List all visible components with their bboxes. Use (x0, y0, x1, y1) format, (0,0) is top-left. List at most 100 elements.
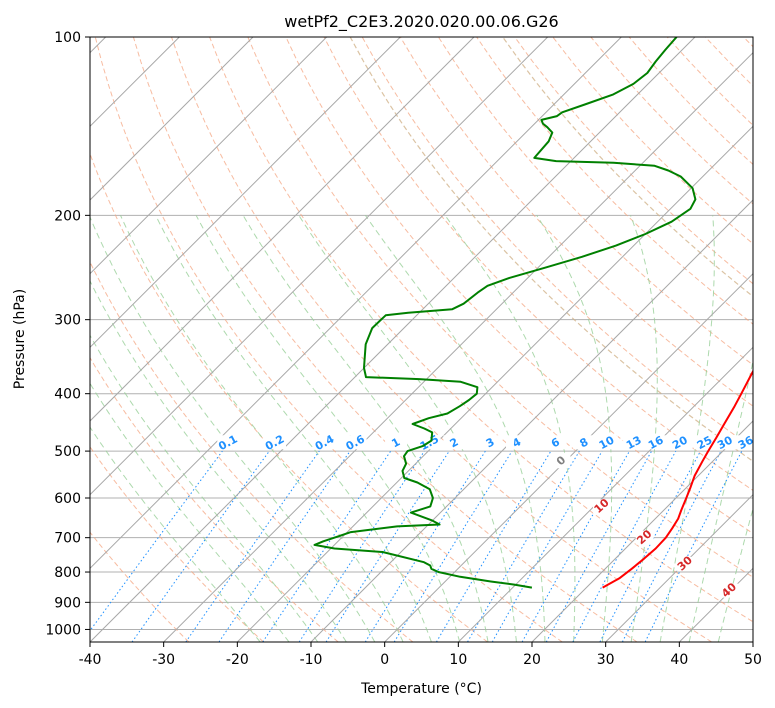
moist-adiabat (90, 215, 376, 642)
dry-adiabat (666, 37, 753, 126)
isotherms (90, 37, 753, 642)
dry-adiabat (743, 37, 753, 48)
mix-label-bg (544, 435, 567, 450)
x-tick-label: 30 (597, 652, 615, 668)
dry-adiabats (90, 37, 753, 642)
dry-adiabat (132, 37, 638, 642)
dewpoint-profile (313, 37, 697, 589)
moist-adiabat (536, 215, 613, 642)
isotherm-line (90, 37, 328, 275)
dry-adiabat-label: -40 (0, 299, 10, 312)
dry-adiabat (90, 446, 264, 642)
moist-adiabat (120, 215, 404, 642)
dry-adiabat-label: -100 (0, 55, 14, 68)
mixing-ratio-line (621, 450, 722, 642)
plot-area: 0.10.20.40.611.52346810131620253036-100-… (0, 37, 756, 642)
y-tick-label: 700 (54, 531, 81, 547)
y-tick-label: 100 (54, 30, 81, 46)
x-tick-label: 50 (744, 652, 762, 668)
dry-adiabat (90, 152, 488, 642)
moist-label-bg (552, 454, 571, 469)
moist-adiabat (349, 37, 753, 462)
mix-label-bg (479, 435, 502, 450)
gridlines (90, 37, 753, 630)
moist-adiabat (364, 215, 546, 642)
line-labels: 0.10.20.40.611.52346810131620253036-100-… (0, 55, 756, 600)
x-tick-label: -40 (79, 652, 102, 668)
mixing-ratio-line (185, 450, 320, 642)
mixing-ratio-label: 20 (670, 433, 690, 452)
isotherm-line (90, 37, 622, 570)
mixing-ratio-line (90, 450, 223, 632)
isotherm-line (90, 37, 475, 422)
mixing-ratio-line (572, 450, 677, 642)
dry-adiabat (590, 37, 753, 205)
adiabat-label-bg (0, 257, 24, 271)
mix-label-bg (506, 435, 529, 450)
y-axis-label: Pressure (hPa) (12, 289, 28, 389)
moist-adiabat (630, 215, 658, 642)
mixing-ratio-label: 10 (597, 433, 617, 452)
x-tick-label: 40 (670, 652, 688, 668)
dry-adiabat-label: -80 (0, 134, 10, 147)
mixing-ratio-label: 13 (624, 433, 644, 452)
adiabat-label-bg (0, 175, 24, 189)
dry-adiabat-label: -30 (0, 341, 10, 354)
mixing-ratio-line (218, 450, 351, 642)
mix-label-bg (669, 435, 692, 450)
isotherm-line (531, 420, 753, 642)
dry-adiabat (90, 260, 414, 642)
isotherm-line (90, 37, 696, 642)
dry-adiabat (437, 37, 753, 366)
mixing-ratio-label: 30 (715, 433, 735, 452)
isotherm-line (605, 493, 753, 642)
moist-adiabat (195, 215, 461, 642)
dry-adiabat-label: -10 (0, 422, 10, 435)
dry-adiabat (285, 37, 753, 535)
dry-adiabat-label: -70 (0, 175, 10, 188)
mixing-ratio-line (521, 450, 630, 642)
adiabat-label-bg (0, 134, 24, 148)
mix-label-bg (714, 435, 737, 450)
mix-label-bg (573, 435, 596, 450)
y-tick-label: 200 (54, 208, 81, 224)
mix-label-bg (313, 435, 336, 450)
moist-label-bg (720, 583, 739, 598)
mixing-ratio-line (545, 450, 653, 642)
mix-label-bg (217, 435, 240, 450)
moist-adiabat (298, 215, 517, 642)
adiabat-label-bg (0, 55, 24, 69)
x-tick-label: -10 (300, 652, 323, 668)
moist-label-bg (635, 530, 654, 545)
moist-adiabat (90, 279, 347, 642)
mix-label-bg (734, 435, 753, 450)
moist-adiabat (90, 426, 261, 642)
mixing-ratio-label: 36 (736, 433, 756, 452)
moist-adiabat (688, 358, 753, 642)
y-tick-label: 400 (54, 387, 81, 403)
isotherm-line (310, 199, 753, 642)
chart-title: wetPf2_C2E3.2020.020.00.06.G26 (284, 12, 558, 32)
moist-adiabats (90, 37, 753, 642)
adiabat-label-bg (0, 216, 24, 230)
mixing-ratio-line (393, 450, 513, 642)
moist-adiabat (90, 334, 319, 642)
mix-label-bg (263, 435, 286, 450)
moist-adiabat (90, 382, 290, 642)
isotherm-line (384, 272, 753, 642)
y-tick-label: 1000 (45, 622, 81, 638)
mixing-ratio-line (599, 450, 701, 642)
x-tick-label: 20 (523, 652, 541, 668)
dry-adiabat (209, 37, 753, 623)
mixing-ratio-line (262, 450, 392, 642)
y-tick-label: 800 (54, 565, 81, 581)
moist-label-bg (592, 499, 611, 514)
plot-frame (89, 36, 754, 643)
adiabat-label-bg (0, 94, 24, 108)
dry-adiabat (171, 37, 712, 642)
dry-adiabat-label: -90 (0, 94, 10, 107)
y-tick-label: 600 (54, 491, 81, 507)
mix-label-bg (385, 435, 408, 450)
y-tick-label: 900 (54, 595, 81, 611)
